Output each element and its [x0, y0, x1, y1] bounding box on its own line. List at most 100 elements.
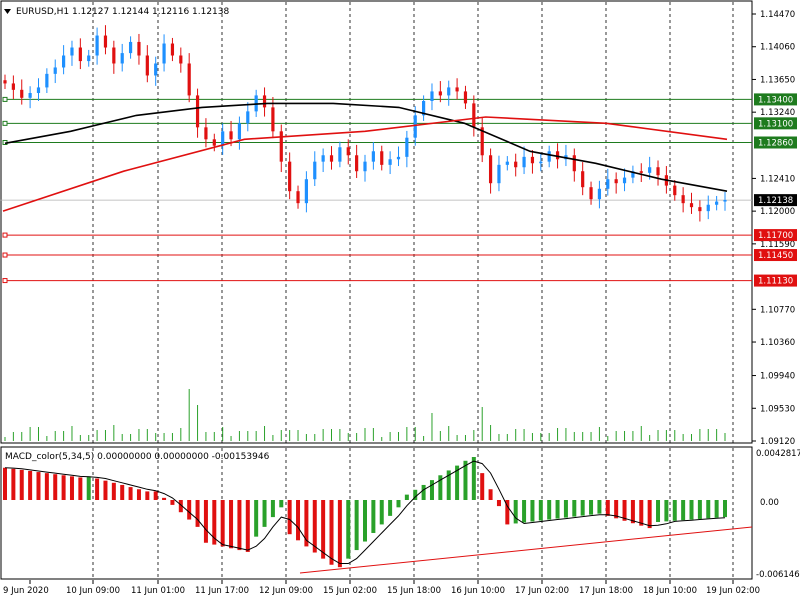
macd-bar: [580, 500, 585, 516]
candle-body: [706, 204, 710, 212]
price-scale-label: 1.09940: [760, 372, 795, 382]
candle-body: [673, 185, 677, 196]
macd-bar: [128, 487, 133, 500]
macd-bar: [706, 500, 711, 519]
candle-body: [179, 55, 183, 64]
macd-histogram: [3, 457, 753, 574]
macd-scale-zero: 0.00: [760, 498, 779, 508]
chart-menu-triangle-icon[interactable]: [4, 9, 11, 14]
macd-bar: [337, 500, 342, 568]
candle-body: [262, 95, 267, 108]
candle-body: [53, 67, 57, 74]
candle-body: [279, 131, 283, 162]
candle-body: [204, 127, 208, 140]
macd-bar: [597, 500, 602, 514]
level-anchor[interactable]: [2, 278, 8, 284]
macd-bar: [187, 500, 192, 520]
macd-bar: [547, 500, 552, 520]
candle-body: [112, 47, 116, 64]
candle-body: [472, 103, 476, 128]
macd-bar: [203, 500, 208, 543]
price-scale-label: 1.09530: [760, 404, 795, 414]
macd-scale-bottom: -0.006146: [756, 570, 800, 580]
macd-bar: [36, 472, 41, 500]
macd-bar: [622, 500, 627, 521]
candle-body: [723, 199, 727, 202]
macd-bar: [61, 475, 66, 500]
current-price-label: 1.12138: [758, 196, 793, 206]
candle-body: [698, 207, 702, 212]
macd-bar: [254, 500, 259, 537]
macd-bar: [111, 482, 116, 500]
level-tag-label: 1.13400: [758, 95, 793, 105]
level-anchor[interactable]: [2, 96, 8, 102]
level-anchor[interactable]: [2, 232, 8, 238]
macd-bar: [396, 500, 401, 508]
macd-bar: [304, 500, 309, 547]
macd-bar: [496, 500, 501, 507]
time-scale-label: 11 Jun 17:00: [195, 586, 249, 596]
time-scale-label: 12 Jun 09:00: [259, 586, 313, 596]
candle-body: [170, 43, 175, 56]
price-scale-label: 1.14470: [760, 10, 795, 20]
candle-body: [405, 137, 409, 157]
time-scale-label: 9 Jun 2020: [3, 586, 49, 596]
macd-bar: [438, 475, 443, 500]
price-pane[interactable]: [0, 0, 753, 444]
candle-body: [522, 156, 526, 168]
macd-bar: [78, 477, 83, 500]
macd-trendline[interactable]: [299, 526, 753, 574]
macd-bar: [279, 500, 284, 508]
macd-bar: [563, 500, 568, 518]
candle-body: [70, 47, 74, 56]
candle-body: [589, 187, 593, 200]
macd-bar: [723, 500, 727, 518]
candle-body: [329, 155, 334, 162]
level-tag: [754, 274, 797, 287]
candle-body: [271, 107, 275, 132]
price-scale-label: 1.14060: [760, 43, 795, 53]
candle-body: [371, 151, 375, 162]
candle-body: [581, 171, 585, 188]
level-anchor[interactable]: [2, 120, 8, 126]
candle-body: [447, 87, 451, 96]
candle-body: [338, 147, 342, 162]
macd-bar: [538, 500, 543, 521]
candle-body: [237, 123, 242, 140]
macd-bar: [312, 500, 317, 553]
candle-body: [221, 131, 225, 146]
candle-body: [28, 93, 32, 98]
price-scale-label: 1.09120: [760, 437, 795, 447]
level-tag: [754, 136, 797, 149]
time-scale-label: 19 Jun 02:00: [706, 586, 760, 596]
macd-pane[interactable]: [0, 446, 753, 580]
macd-bar: [530, 500, 535, 522]
macd-bar: [630, 500, 635, 524]
macd-bar: [296, 500, 301, 541]
level-tag: [754, 249, 797, 262]
candle-body: [296, 191, 300, 204]
level-anchor[interactable]: [2, 252, 8, 258]
macd-bar: [689, 500, 694, 520]
price-scale-label: 1.11590: [760, 240, 795, 250]
candlesticks: [3, 25, 727, 222]
level-tag-label: 1.11450: [758, 251, 793, 261]
candle-body: [539, 161, 543, 164]
macd-bar: [346, 500, 351, 559]
macd-bar: [463, 460, 468, 500]
candle-body: [87, 55, 91, 62]
price-scale-label: 1.12000: [760, 207, 795, 217]
macd-bar: [488, 489, 493, 500]
candle-body: [555, 151, 560, 160]
macd-bar: [329, 500, 334, 565]
close-value: 1.12138: [192, 7, 229, 17]
macd-bar: [656, 500, 661, 522]
moving-average-slow: [2, 116, 728, 212]
macd-bar: [455, 465, 460, 500]
candle-body: [187, 63, 191, 96]
candle-body: [715, 201, 719, 205]
macd-bar: [153, 491, 158, 500]
macd-bar: [321, 500, 326, 559]
macd-bar: [605, 500, 610, 516]
